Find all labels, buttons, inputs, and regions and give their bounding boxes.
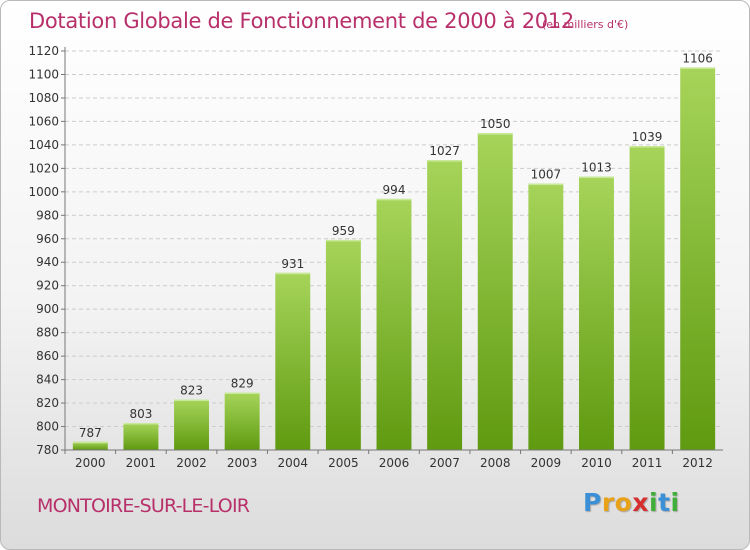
axes <box>64 47 723 451</box>
bar-highlight-2003 <box>224 392 260 394</box>
bar-highlight-2006 <box>376 198 412 201</box>
commune-name: MONTOIRE-SUR-LE-LOIR <box>37 495 250 517</box>
bar-2004 <box>275 272 311 450</box>
bar-highlight-2001 <box>123 423 159 425</box>
y-tick-label: 1060 <box>28 114 59 128</box>
logo-letter: i <box>670 488 680 517</box>
y-tick-label: 1020 <box>28 161 59 175</box>
x-tick-label: 2011 <box>632 456 663 470</box>
x-tick-label: 2007 <box>429 456 460 470</box>
y-tick-label: 900 <box>36 302 59 316</box>
x-tick-label: 2003 <box>227 456 258 470</box>
bar-2001 <box>123 423 159 450</box>
value-label: 1050 <box>480 117 511 131</box>
x-tick-labels: 2000 2001 2002 2003 2004 2005 2006 2007 2008 2009… <box>64 450 713 470</box>
y-tick-label: 1040 <box>28 138 59 152</box>
x-tick-label: 2012 <box>682 456 713 470</box>
bar-highlight-2011 <box>629 146 665 148</box>
chart-title: Dotation Globale de Fonctionnement de 20… <box>29 9 574 33</box>
bar-2010 <box>578 176 614 451</box>
value-labels: 787 803 823 829 931 959 994 1027 1050 1007 1013 103… <box>79 51 713 439</box>
bar-2003 <box>224 392 260 450</box>
y-tick-label: 940 <box>36 255 59 269</box>
y-tick-label: 860 <box>36 349 59 363</box>
bar-highlight-2010 <box>578 176 614 179</box>
x-tick-label: 2006 <box>379 456 410 470</box>
logo-letter: t <box>658 488 671 517</box>
logo-letter: x <box>632 488 649 517</box>
x-tick-label: 2010 <box>581 456 612 470</box>
y-tick-label: 1100 <box>28 67 59 81</box>
value-label: 1007 <box>531 168 562 182</box>
x-tick-label: 2000 <box>75 456 106 470</box>
logo-letter: o <box>614 488 633 517</box>
value-label: 803 <box>129 407 152 421</box>
x-tick-label: 2005 <box>328 456 359 470</box>
logo-letter: i <box>649 488 659 517</box>
y-tick-label: 960 <box>36 232 59 246</box>
proxiti-logo: Proxiti <box>583 488 680 517</box>
bar-highlight-2007 <box>427 160 463 162</box>
bar-2002 <box>174 399 210 450</box>
y-tick-label: 980 <box>36 208 59 222</box>
bar-2012 <box>680 67 716 450</box>
bar-2011 <box>629 146 665 450</box>
x-tick-label: 2004 <box>277 456 308 470</box>
bar-highlight-2004 <box>275 272 311 275</box>
y-tick-label: 1120 <box>28 44 59 58</box>
value-label: 787 <box>79 426 102 440</box>
x-tick-label: 2009 <box>531 456 562 470</box>
value-label: 823 <box>180 384 203 398</box>
bar-highlight-2005 <box>325 239 361 242</box>
y-tick-label: 880 <box>36 326 59 340</box>
x-tick-label: 2002 <box>176 456 207 470</box>
y-tick-label: 1080 <box>28 91 59 105</box>
bar-highlight-2008 <box>477 133 513 135</box>
value-label: 959 <box>332 224 355 238</box>
x-tick-label: 2001 <box>126 456 157 470</box>
y-tick-label: 780 <box>36 443 59 457</box>
bar-highlight-2000 <box>72 441 108 444</box>
value-label: 1039 <box>632 130 663 144</box>
logo-letter: r <box>601 488 615 517</box>
bar-2007 <box>427 160 463 450</box>
value-label: 931 <box>281 257 304 271</box>
value-label: 829 <box>231 376 254 390</box>
bar-highlight-2009 <box>528 183 564 186</box>
bar-2000 <box>72 441 108 450</box>
y-tick-label: 1000 <box>28 185 59 199</box>
value-label: 1027 <box>429 144 460 158</box>
logo-letter: P <box>583 488 602 517</box>
bar-2006 <box>376 198 412 450</box>
value-label: 994 <box>383 183 406 197</box>
y-tick-label: 920 <box>36 279 59 293</box>
chart-subtitle: (en milliers d'€) <box>542 18 629 31</box>
bar-highlight-2002 <box>174 399 210 402</box>
value-label: 1106 <box>682 51 713 65</box>
y-tick-label: 820 <box>36 396 59 410</box>
x-tick-label: 2008 <box>480 456 511 470</box>
bar-highlight-2012 <box>680 67 716 69</box>
bars <box>72 67 716 451</box>
bar-2005 <box>325 239 361 450</box>
y-tick-labels: 780 800 820 840 860 880 900 920 940 960 980 1000 102… <box>28 44 59 457</box>
value-label: 1013 <box>581 161 612 175</box>
bar-2009 <box>528 183 564 450</box>
bar-2008 <box>477 133 513 450</box>
y-tick-label: 800 <box>36 420 59 434</box>
y-tick-label: 840 <box>36 373 59 387</box>
